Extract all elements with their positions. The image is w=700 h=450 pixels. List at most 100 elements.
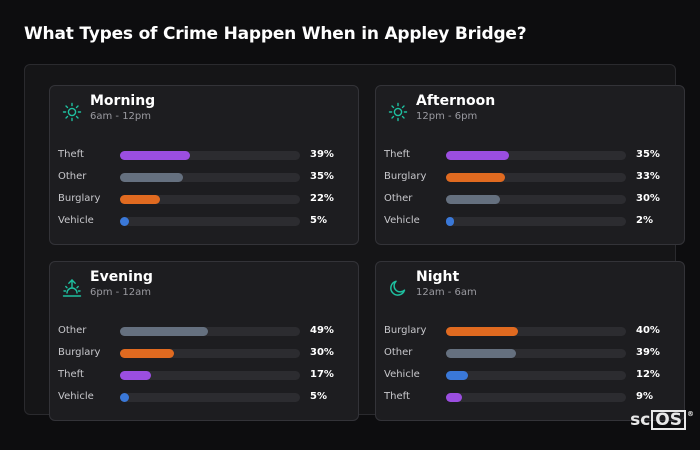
- bar-track: [120, 393, 300, 402]
- bar-fill: [446, 349, 517, 358]
- bar-track: [120, 327, 300, 336]
- bar-value: 35%: [310, 171, 334, 182]
- card-title: Night: [416, 269, 460, 285]
- bar-label: Vehicle: [384, 215, 420, 226]
- bar-track: [120, 195, 300, 204]
- bar-label: Vehicle: [58, 391, 94, 402]
- bar-label: Burglary: [58, 193, 101, 204]
- bar-track: [446, 217, 626, 226]
- bar-row: Burglary 33%: [384, 170, 678, 184]
- card-subtitle: 6pm - 12am: [90, 287, 152, 298]
- bar-value: 39%: [636, 347, 660, 358]
- bar-label: Vehicle: [58, 215, 94, 226]
- bar-fill: [446, 393, 463, 402]
- bar-value: 5%: [310, 215, 327, 226]
- bar-label: Theft: [58, 149, 84, 160]
- bar-row: Burglary 22%: [58, 192, 352, 206]
- card-afternoon: Afternoon 12pm - 6pm Theft 35% Burglary …: [375, 85, 685, 245]
- bar-fill: [446, 371, 468, 380]
- card-subtitle: 12am - 6am: [416, 287, 477, 298]
- bar-track: [446, 327, 626, 336]
- sunset-icon: [62, 279, 82, 297]
- bar-row: Theft 39%: [58, 148, 352, 162]
- bar-track: [120, 371, 300, 380]
- bar-label: Burglary: [384, 325, 427, 336]
- bar-value: 12%: [636, 369, 660, 380]
- bar-value: 49%: [310, 325, 334, 336]
- bar-label: Other: [384, 193, 413, 204]
- bar-fill: [120, 151, 191, 160]
- bar-label: Burglary: [58, 347, 101, 358]
- bar-label: Theft: [58, 369, 84, 380]
- bar-value: 30%: [636, 193, 660, 204]
- bar-row: Other 39%: [384, 346, 678, 360]
- bar-value: 33%: [636, 171, 660, 182]
- bar-row: Vehicle 2%: [384, 214, 678, 228]
- bar-label: Other: [58, 171, 87, 182]
- logo-boxed: OS: [651, 410, 686, 430]
- bar-fill: [120, 173, 183, 182]
- bar-label: Vehicle: [384, 369, 420, 380]
- bar-row: Theft 9%: [384, 390, 678, 404]
- bar-fill: [446, 195, 500, 204]
- bar-track: [120, 173, 300, 182]
- bar-track: [120, 349, 300, 358]
- bar-row: Other 35%: [58, 170, 352, 184]
- bar-value: 22%: [310, 193, 334, 204]
- bar-value: 35%: [636, 149, 660, 160]
- bar-track: [120, 151, 300, 160]
- sun-icon: [388, 102, 408, 122]
- bar-label: Burglary: [384, 171, 427, 182]
- page-title: What Types of Crime Happen When in Apple…: [24, 24, 527, 44]
- bar-row: Theft 17%: [58, 368, 352, 382]
- bar-value: 2%: [636, 215, 653, 226]
- bar-row: Other 49%: [58, 324, 352, 338]
- moon-icon: [390, 280, 406, 296]
- bar-fill: [446, 327, 518, 336]
- card-subtitle: 6am - 12pm: [90, 111, 152, 122]
- bar-row: Vehicle 12%: [384, 368, 678, 382]
- bar-row: Burglary 40%: [384, 324, 678, 338]
- card-title: Evening: [90, 269, 153, 285]
- bar-row: Vehicle 5%: [58, 390, 352, 404]
- bar-track: [446, 173, 626, 182]
- bar-fill: [446, 217, 454, 226]
- card-subtitle: 12pm - 6pm: [416, 111, 478, 122]
- bar-value: 40%: [636, 325, 660, 336]
- bar-track: [446, 371, 626, 380]
- bar-fill: [120, 371, 151, 380]
- bar-value: 39%: [310, 149, 334, 160]
- bar-fill: [120, 349, 174, 358]
- bar-value: 17%: [310, 369, 334, 380]
- bar-row: Vehicle 5%: [58, 214, 352, 228]
- bar-row: Burglary 30%: [58, 346, 352, 360]
- bar-track: [446, 393, 626, 402]
- logo-prefix: sc: [630, 410, 651, 430]
- bar-value: 5%: [310, 391, 327, 402]
- bar-row: Theft 35%: [384, 148, 678, 162]
- bar-value: 30%: [310, 347, 334, 358]
- card-morning: Morning 6am - 12pm Theft 39% Other 35% B…: [49, 85, 359, 245]
- bar-fill: [120, 217, 129, 226]
- bar-label: Theft: [384, 149, 410, 160]
- bar-fill: [120, 327, 209, 336]
- card-night: Night 12am - 6am Burglary 40% Other 39% …: [375, 261, 685, 421]
- bar-track: [446, 151, 626, 160]
- logo-mark: ®: [687, 410, 694, 418]
- bar-fill: [120, 195, 160, 204]
- card-title: Afternoon: [416, 93, 496, 109]
- brand-logo: sc OS ®: [630, 410, 694, 430]
- bar-track: [446, 195, 626, 204]
- bar-label: Other: [58, 325, 87, 336]
- bar-fill: [446, 173, 506, 182]
- bar-track: [120, 217, 300, 226]
- card-title: Morning: [90, 93, 156, 109]
- bar-label: Other: [384, 347, 413, 358]
- bar-value: 9%: [636, 391, 653, 402]
- card-evening: Evening 6pm - 12am Other 49% Burglary 30…: [49, 261, 359, 421]
- bar-track: [446, 349, 626, 358]
- bar-fill: [446, 151, 509, 160]
- bar-row: Other 30%: [384, 192, 678, 206]
- bar-label: Theft: [384, 391, 410, 402]
- sun-icon: [62, 102, 82, 122]
